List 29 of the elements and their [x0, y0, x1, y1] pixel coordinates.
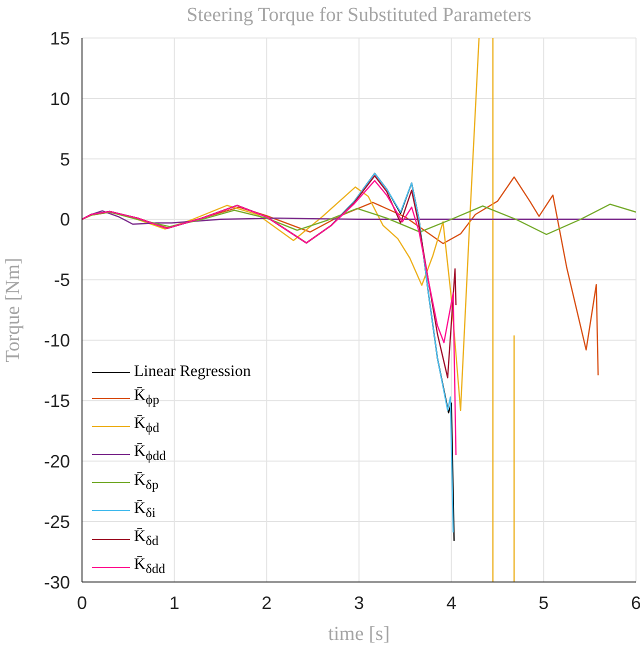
- legend-label: K̄$_{δd}$: [134, 526, 159, 550]
- y-tick-label: -15: [44, 391, 70, 412]
- x-axis-title: time [s]: [328, 623, 390, 645]
- x-tick-label: 2: [262, 592, 272, 613]
- y-tick-label: 5: [60, 149, 70, 170]
- x-tick-label: 3: [354, 592, 364, 613]
- legend-label: K̄$_{ϕd}$: [134, 414, 160, 438]
- y-tick-label: 15: [50, 28, 70, 48]
- x-tick-label: 4: [446, 592, 456, 613]
- y-tick-label: 10: [50, 88, 70, 109]
- x-tick-label: 0: [76, 592, 88, 613]
- y-tick-label: -30: [44, 572, 70, 592]
- legend-label: K̄$_{ϕp}$: [134, 386, 160, 410]
- y-tick-label: -20: [44, 452, 70, 472]
- legend-label: K̄$_{δp}$: [134, 470, 159, 494]
- x-tick-label: 1: [169, 592, 180, 613]
- y-tick-label: -5: [54, 270, 70, 290]
- x-tick-label: 5: [538, 592, 549, 613]
- legend-label: K̄$_{ϕdd}$: [134, 442, 166, 466]
- legend-label: K̄$_{δi}$: [134, 498, 156, 522]
- legend-label: K̄$_{δdd}$: [134, 555, 166, 578]
- line-series: [82, 204, 636, 236]
- legend-label: Linear Regression: [134, 362, 251, 382]
- y-axis-title: Torque [Nm]: [2, 258, 24, 362]
- y-tick-label: -10: [44, 330, 70, 351]
- chart-title: Steering Torque for Substituted Parameters: [186, 4, 532, 27]
- y-tick-label: -25: [44, 512, 70, 532]
- y-tick-label: 0: [60, 210, 70, 230]
- x-tick-label: 6: [630, 592, 640, 613]
